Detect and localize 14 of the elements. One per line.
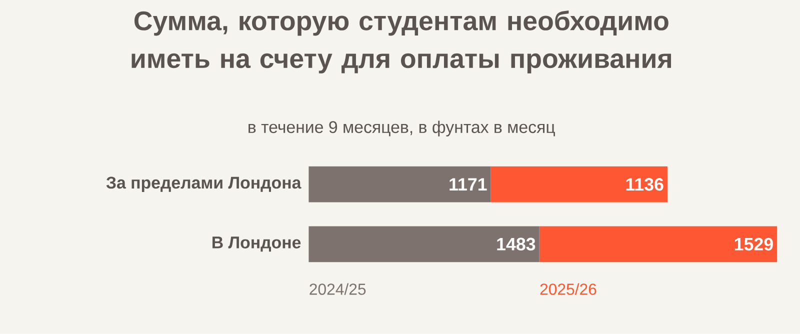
bar	[490, 166, 668, 202]
bar	[308, 166, 491, 202]
series-label: 2025/26	[540, 283, 596, 295]
y-tick-label: В Лондоне	[212, 236, 301, 252]
y-tick-label: За пределами Лондона	[106, 176, 302, 192]
data-label: 1171	[450, 178, 487, 191]
chart-title: Сумма, которую студентам необходимо иметь на счету для оплаты проживания	[132, 10, 672, 74]
data-label: 1529	[734, 238, 773, 251]
data-label: 1136	[626, 178, 664, 191]
bar	[308, 226, 540, 262]
data-label: 1483	[497, 238, 536, 251]
series-label: 2024/25	[310, 283, 366, 295]
chart-subtitle: в течение 9 месяцев, в фунтах в месяц	[248, 120, 555, 136]
bar	[539, 226, 778, 262]
